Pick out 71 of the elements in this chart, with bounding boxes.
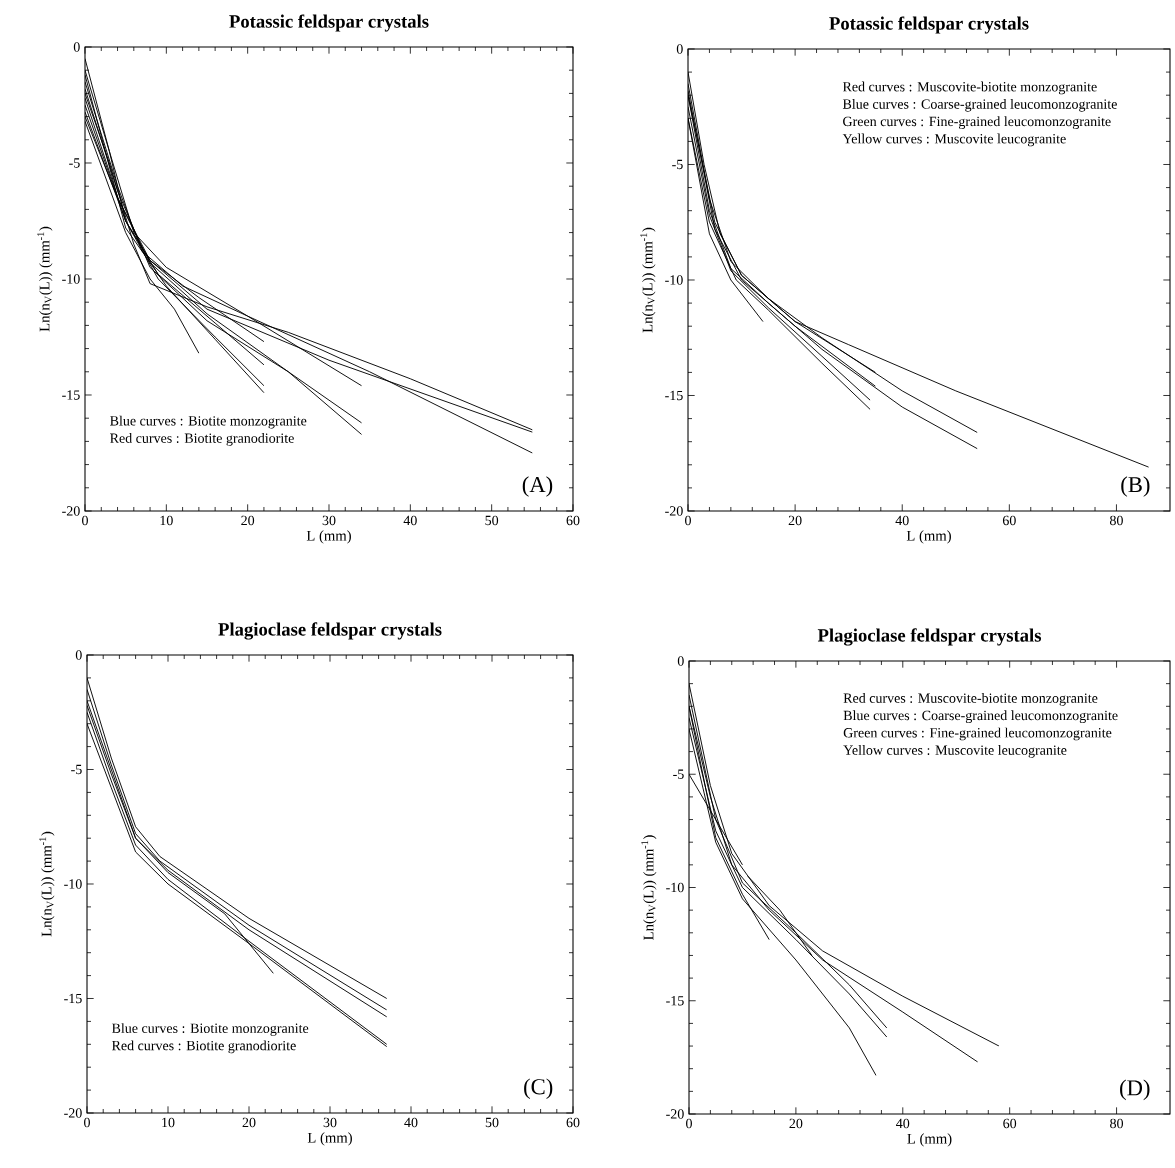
x-tick-label: 20: [242, 1117, 256, 1128]
x-tick-label: 0: [685, 515, 691, 526]
y-tick-label: 0: [75, 650, 82, 660]
y-tick-label: -20: [64, 1108, 82, 1118]
x-tick-label: 60: [566, 1117, 580, 1128]
annotation: Blue curves : Biotite monzogranite: [111, 1023, 309, 1036]
y-tick-label: 0: [676, 44, 683, 54]
y-axis-title: Ln(n$_{V}$(L)) (mm$^{-1}$): [39, 831, 55, 937]
annotation: (D): [1120, 1079, 1150, 1101]
annotation: Yellow curves : Muscovite leucogranite: [842, 133, 1066, 147]
x-tick-label: 60: [1003, 1118, 1017, 1129]
y-tick-label: -5: [672, 159, 683, 170]
annotation: Blue curves : Coarse-grained leucomonzogranite: [842, 98, 1117, 112]
x-tick-label: 50: [485, 515, 499, 526]
annotation: Green curves : Fine-grained leucomonzogranite: [843, 727, 1112, 741]
x-tick-label: 20: [241, 515, 255, 526]
x-tick-label: 20: [788, 515, 802, 526]
y-tick-label: -10: [666, 882, 684, 893]
y-axis-title: Ln(n$_{V}$(L)) (mm$^{-1}$): [641, 835, 657, 940]
y-tick-label: -20: [665, 506, 683, 516]
x-axis-title: L (mm): [307, 1132, 352, 1146]
y-tick-label: 0: [73, 42, 80, 52]
y-tick-label: -20: [666, 1109, 684, 1119]
y-tick-label: -15: [665, 390, 683, 401]
y-tick-label: -20: [62, 506, 80, 516]
x-tick-label: 60: [566, 515, 580, 526]
x-axis-title: L (mm): [306, 530, 351, 544]
x-tick-label: 40: [895, 515, 909, 526]
annotation: Yellow curves : Muscovite leucogranite: [843, 744, 1067, 758]
x-tick-label: 40: [403, 515, 417, 526]
y-tick-label: -5: [71, 764, 82, 775]
annotation: Green curves : Fine-grained leucomonzogranite: [843, 116, 1111, 129]
annotation: (A): [522, 476, 553, 497]
y-tick-label: 0: [677, 656, 684, 666]
annotation: Red curves : Muscovite-biotite monzogranite: [842, 81, 1097, 95]
x-tick-label: 30: [322, 515, 336, 526]
x-tick-label: 40: [404, 1117, 418, 1128]
x-tick-label: 60: [1002, 515, 1016, 526]
chart-title: Plagioclase feldspar crystals: [817, 628, 1042, 646]
annotation: (B): [1121, 476, 1150, 497]
y-tick-label: -15: [64, 993, 82, 1004]
annotation: Red curves : Biotite granodiorite: [111, 1040, 296, 1054]
y-axis-title: Ln(n$_{V}$(L)) (mm$^{-1}$): [640, 227, 656, 333]
y-tick-label: -15: [62, 390, 80, 400]
x-tick-label: 40: [896, 1118, 910, 1129]
annotation: (C): [524, 1078, 553, 1099]
y-tick-label: -10: [64, 879, 82, 889]
chart-title: Potassic feldspar crystals: [229, 14, 429, 32]
x-tick-label: 80: [1110, 1118, 1124, 1129]
x-tick-label: 10: [162, 1117, 175, 1128]
annotation: Blue curves : Biotite monzogranite: [110, 415, 307, 429]
y-axis-title: Ln(n$_{V}$(L)) (mm$^{-1}$): [37, 226, 53, 332]
y-tick-label: -10: [665, 275, 683, 285]
chart-title: Plagioclase feldspar crystals: [218, 622, 442, 640]
y-tick-label: -10: [62, 274, 80, 284]
y-tick-label: -5: [69, 158, 80, 168]
x-tick-label: 80: [1109, 515, 1123, 526]
x-tick-label: 0: [84, 1117, 90, 1128]
x-axis-title: L (mm): [906, 530, 951, 544]
x-tick-label: 30: [323, 1117, 337, 1128]
x-tick-label: 10: [160, 515, 173, 526]
annotation: Blue curves : Coarse-grained leucomonzogranite: [843, 710, 1118, 724]
x-tick-label: 0: [686, 1118, 692, 1129]
x-tick-label: 50: [485, 1117, 499, 1128]
chart-title: Potassic feldspar crystals: [829, 16, 1029, 34]
y-tick-label: -5: [673, 769, 684, 779]
x-axis-title: L (mm): [907, 1133, 952, 1147]
x-tick-label: 20: [789, 1118, 803, 1129]
annotation: Red curves : Biotite granodiorite: [110, 433, 294, 446]
annotation: Red curves : Muscovite-biotite monzogranite: [843, 692, 1098, 706]
y-tick-label: -15: [666, 996, 684, 1006]
